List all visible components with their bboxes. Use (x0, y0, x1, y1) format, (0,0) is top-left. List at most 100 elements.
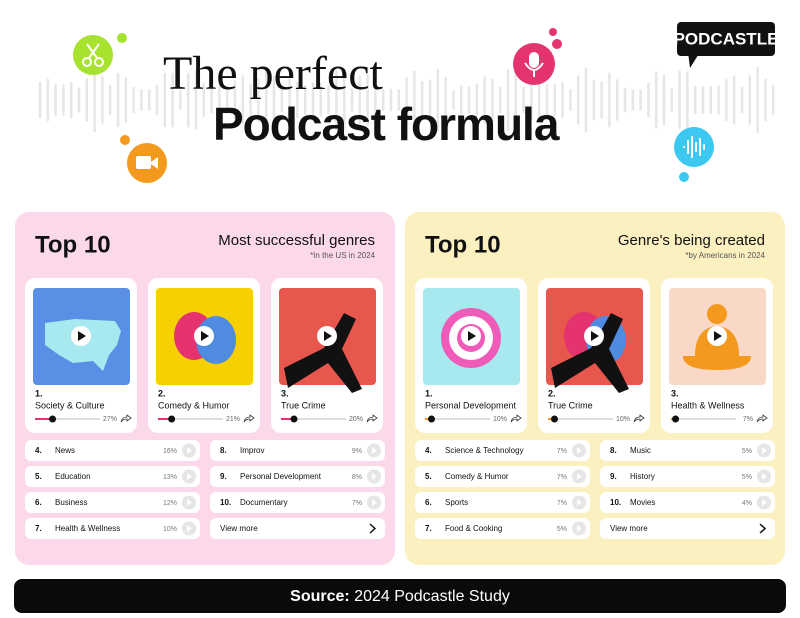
genre-row: 8. Improv 9% (210, 440, 385, 461)
source: Source: 2024 Podcastle Study (290, 588, 510, 605)
title-line-1: The perfect (163, 47, 384, 100)
share-label: 21% (226, 416, 240, 423)
panel-heading: Top 10 (425, 231, 501, 258)
rank: 10. (220, 498, 231, 507)
chevron (369, 523, 377, 534)
progress-dot (168, 415, 176, 423)
footer: Source: 2024 Podcastle Study (14, 579, 786, 613)
view-more[interactable]: View more (210, 518, 385, 539)
share-label: 16% (163, 448, 177, 455)
genre-row: 10. Movies 4% (600, 492, 775, 513)
share-label: 12% (163, 500, 177, 507)
genre-card: 3. Health & Wellness 7% (661, 278, 773, 433)
row-background (25, 492, 200, 513)
share-label: 9% (352, 448, 362, 455)
rank: 3. (281, 388, 289, 398)
view-more[interactable]: View more (600, 518, 775, 539)
share-icon (366, 414, 378, 423)
share-icon (510, 414, 522, 423)
share-label: 20% (349, 416, 363, 423)
genre-row: 8. Music 5% (600, 440, 775, 461)
panel-note: *by Americans in 2024 (685, 251, 765, 260)
rank: 9. (220, 472, 227, 481)
play-triangle (187, 447, 192, 454)
share-label: 7% (557, 448, 567, 455)
rank: 1. (35, 388, 43, 398)
progress-dot (290, 415, 298, 423)
rank: 2. (158, 388, 166, 398)
share-icon (120, 414, 132, 423)
genre-name: Movies (630, 498, 655, 507)
rank: 9. (610, 472, 617, 481)
share-label: 8% (352, 474, 362, 481)
play-triangle (372, 447, 377, 454)
play-triangle (577, 447, 582, 454)
row-background (25, 518, 200, 539)
rank: 4. (425, 446, 432, 455)
genre-name: Sports (445, 498, 468, 507)
row-background (600, 492, 775, 513)
genre-name: Health & Wellness (671, 400, 745, 410)
rank: 7. (425, 524, 432, 533)
genre-row: 6. Sports 7% (415, 492, 590, 513)
rank: 8. (220, 446, 227, 455)
play-triangle (187, 473, 192, 480)
share-label: 4% (742, 500, 752, 507)
meditation-body (683, 326, 751, 370)
share-label: 5% (742, 474, 752, 481)
row-background (415, 492, 590, 513)
rank: 5. (35, 472, 42, 481)
share-label: 5% (742, 448, 752, 455)
row-background (25, 440, 200, 461)
share-icon (633, 414, 645, 423)
row-background (600, 466, 775, 487)
title-line-2: Podcast formula (213, 98, 560, 150)
share-label: 10% (493, 416, 507, 423)
view-more-text: View more (610, 524, 648, 533)
genre-name: History (630, 472, 655, 481)
genre-row: 10. Documentary 7% (210, 492, 385, 513)
panel: Top 10 Most successful genres *In the US i… (15, 212, 395, 565)
share-icon (756, 414, 768, 423)
genre-card: 1. Personal Development 10% (415, 278, 527, 433)
audio-icon (674, 127, 714, 182)
progress-dot (49, 415, 57, 423)
play-triangle (762, 499, 767, 506)
genre-row: 5. Education 13% (25, 466, 200, 487)
rank: 6. (35, 498, 42, 507)
genre-name: Documentary (240, 498, 288, 507)
genre-name: Improv (240, 446, 264, 455)
genre-name: True Crime (281, 400, 326, 410)
genre-name: Personal Development (240, 472, 322, 481)
rank: 8. (610, 446, 617, 455)
genre-card: 1. Society & Culture 27% (25, 278, 137, 433)
play-triangle (468, 331, 476, 341)
row-background (210, 492, 385, 513)
share-label: 27% (103, 416, 117, 423)
play-triangle (187, 525, 192, 532)
play-triangle (762, 473, 767, 480)
genre-row: 7. Food & Cooking 5% (415, 518, 590, 539)
logo: PODCASTLE (674, 22, 778, 68)
share-label: 10% (163, 526, 177, 533)
play-triangle (591, 331, 599, 341)
knife-hand (551, 313, 629, 393)
genre-name: Business (55, 498, 87, 507)
play-triangle (372, 473, 377, 480)
rank: 7. (35, 524, 42, 533)
rank: 1. (425, 388, 433, 398)
row-background (415, 440, 590, 461)
play-triangle (324, 331, 332, 341)
genre-row: 7. Health & Wellness 10% (25, 518, 200, 539)
genre-name: Comedy & Humor (158, 400, 230, 410)
play-triangle (187, 499, 192, 506)
progress-dot (551, 415, 558, 423)
progress-dot (672, 415, 680, 423)
view-more-background (600, 518, 775, 539)
footer-bar (14, 579, 786, 613)
panels: Top 10 Most successful genres *In the US i… (15, 212, 785, 565)
play-triangle (372, 499, 377, 506)
panel-heading: Top 10 (35, 231, 111, 258)
